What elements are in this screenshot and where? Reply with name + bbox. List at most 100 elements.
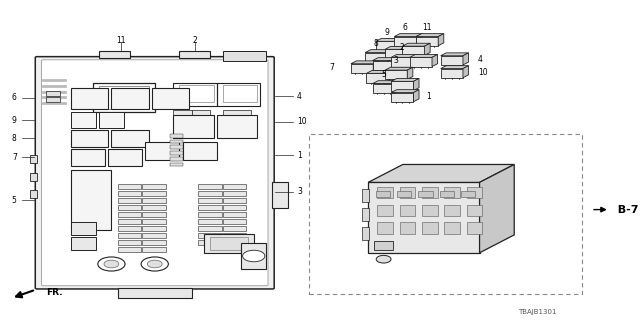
Bar bbox=[198, 219, 221, 224]
Polygon shape bbox=[413, 78, 419, 91]
Polygon shape bbox=[394, 36, 417, 46]
Circle shape bbox=[147, 260, 162, 268]
Bar bbox=[223, 128, 251, 134]
Bar bbox=[467, 222, 483, 234]
Text: 6: 6 bbox=[12, 93, 17, 102]
Polygon shape bbox=[416, 34, 444, 36]
Bar bbox=[173, 83, 216, 106]
Bar bbox=[173, 110, 192, 116]
Polygon shape bbox=[373, 61, 379, 73]
Polygon shape bbox=[403, 43, 430, 46]
Bar bbox=[71, 149, 105, 166]
Bar bbox=[142, 226, 166, 231]
Polygon shape bbox=[441, 56, 463, 65]
Bar bbox=[422, 222, 438, 234]
Bar bbox=[223, 110, 251, 116]
Bar bbox=[378, 205, 393, 216]
Bar bbox=[444, 187, 460, 198]
Bar bbox=[182, 142, 216, 160]
Bar bbox=[170, 145, 182, 149]
Bar bbox=[71, 170, 111, 230]
Polygon shape bbox=[395, 81, 401, 93]
Polygon shape bbox=[463, 66, 468, 78]
Bar bbox=[223, 184, 246, 189]
Text: 5: 5 bbox=[381, 70, 386, 79]
Polygon shape bbox=[391, 81, 413, 91]
Bar bbox=[179, 51, 211, 58]
Text: 9: 9 bbox=[12, 116, 17, 124]
Polygon shape bbox=[398, 38, 404, 51]
Polygon shape bbox=[479, 164, 514, 253]
Bar bbox=[145, 142, 179, 160]
Bar bbox=[216, 83, 260, 106]
Bar bbox=[378, 222, 393, 234]
Polygon shape bbox=[441, 53, 468, 56]
Bar bbox=[47, 91, 60, 96]
Bar bbox=[400, 205, 415, 216]
Bar bbox=[204, 234, 254, 253]
Bar bbox=[440, 191, 454, 197]
Bar bbox=[118, 240, 141, 245]
Polygon shape bbox=[388, 70, 394, 83]
Bar bbox=[71, 112, 96, 128]
Bar bbox=[198, 184, 221, 189]
Text: 9: 9 bbox=[385, 28, 389, 36]
Polygon shape bbox=[403, 46, 424, 55]
Polygon shape bbox=[410, 57, 432, 67]
Polygon shape bbox=[368, 182, 479, 253]
Polygon shape bbox=[368, 164, 514, 182]
Bar bbox=[99, 86, 148, 109]
Bar bbox=[142, 240, 166, 245]
Polygon shape bbox=[372, 60, 395, 70]
Bar bbox=[170, 140, 182, 143]
Bar bbox=[118, 233, 141, 238]
Bar bbox=[111, 130, 148, 147]
Polygon shape bbox=[351, 64, 373, 73]
Bar bbox=[173, 119, 192, 125]
Bar bbox=[400, 222, 415, 234]
Polygon shape bbox=[441, 68, 463, 78]
Text: 8: 8 bbox=[12, 134, 17, 143]
Polygon shape bbox=[376, 38, 404, 41]
Polygon shape bbox=[391, 57, 413, 67]
Bar bbox=[192, 119, 211, 125]
Bar bbox=[378, 187, 393, 198]
Bar bbox=[223, 191, 246, 196]
Polygon shape bbox=[394, 34, 422, 36]
Polygon shape bbox=[385, 70, 407, 79]
Bar bbox=[173, 115, 214, 138]
Bar bbox=[374, 241, 393, 250]
Bar bbox=[198, 212, 221, 217]
Polygon shape bbox=[385, 49, 407, 59]
Polygon shape bbox=[367, 73, 388, 83]
Bar bbox=[273, 182, 288, 208]
Text: FR.: FR. bbox=[47, 288, 63, 297]
Polygon shape bbox=[391, 54, 419, 57]
Bar bbox=[467, 187, 483, 198]
Polygon shape bbox=[365, 50, 393, 52]
Circle shape bbox=[376, 255, 391, 263]
Text: 4: 4 bbox=[297, 92, 302, 100]
Bar bbox=[47, 97, 60, 102]
Polygon shape bbox=[391, 90, 419, 92]
Bar bbox=[29, 190, 37, 198]
Text: 1: 1 bbox=[426, 92, 431, 100]
Bar bbox=[461, 191, 476, 197]
Bar bbox=[108, 149, 142, 166]
Bar bbox=[118, 247, 141, 252]
Polygon shape bbox=[385, 46, 413, 49]
Polygon shape bbox=[413, 90, 419, 102]
Bar bbox=[362, 227, 369, 240]
Polygon shape bbox=[432, 54, 438, 67]
Bar bbox=[111, 88, 148, 109]
Polygon shape bbox=[372, 84, 395, 93]
Bar bbox=[400, 187, 415, 198]
Polygon shape bbox=[424, 43, 430, 55]
Polygon shape bbox=[395, 58, 401, 70]
Text: 3: 3 bbox=[297, 188, 302, 196]
Polygon shape bbox=[387, 50, 393, 62]
Bar bbox=[71, 88, 108, 109]
Bar bbox=[467, 205, 483, 216]
Text: 10: 10 bbox=[478, 68, 488, 76]
Polygon shape bbox=[365, 52, 387, 62]
